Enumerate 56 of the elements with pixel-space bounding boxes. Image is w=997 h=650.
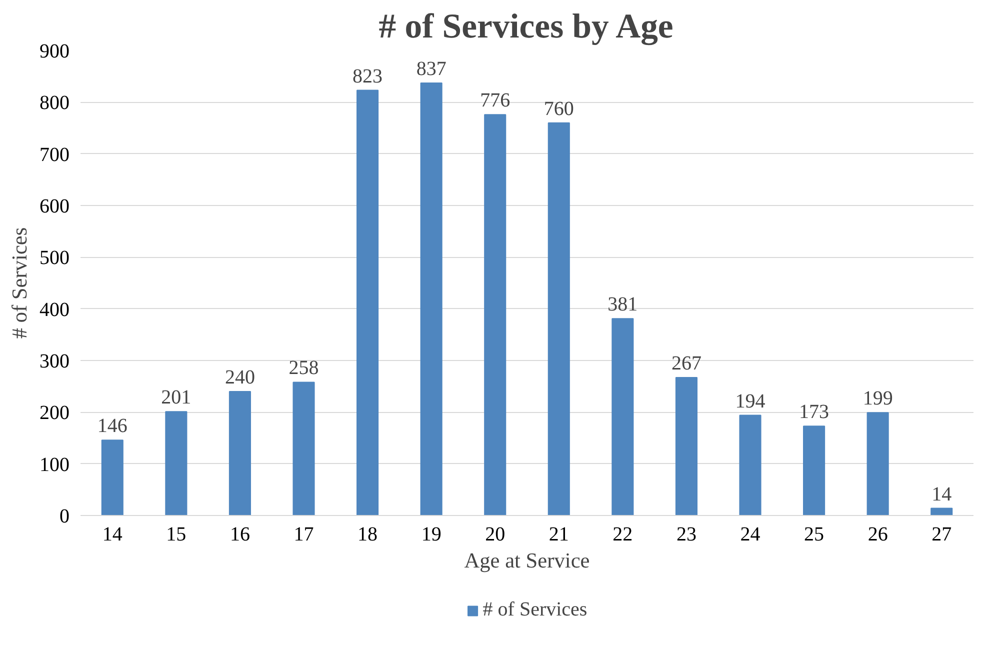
bar [803, 426, 826, 516]
y-tick-label: 500 [40, 247, 70, 270]
x-tick-label: 21 [548, 524, 569, 546]
bar [101, 440, 124, 516]
chart-title: # of Services by Age [378, 8, 674, 46]
data-label: 823 [352, 65, 383, 88]
x-tick-label: 27 [932, 524, 952, 546]
data-label: 146 [97, 415, 128, 438]
bar [612, 318, 634, 516]
x-tick-label: 18 [358, 524, 378, 546]
data-label: 837 [416, 58, 446, 80]
x-tick-label: 16 [230, 524, 250, 546]
bar [548, 122, 570, 516]
bar [420, 82, 442, 516]
bar [292, 382, 315, 516]
y-tick-label: 400 [40, 298, 70, 321]
data-label: 267 [671, 352, 702, 375]
y-tick-label: 100 [40, 454, 70, 476]
x-tick-label: 24 [740, 524, 760, 546]
data-label: 173 [799, 401, 830, 424]
data-label: 194 [735, 390, 766, 412]
bar [866, 412, 889, 516]
legend-label: # of Services [482, 598, 588, 622]
data-label: 201 [161, 386, 192, 409]
y-tick-label: 900 [40, 40, 70, 62]
bar [739, 414, 762, 516]
bar [930, 508, 953, 516]
x-axis-title: Age at Service [464, 548, 590, 572]
bar [165, 411, 188, 516]
bar [356, 90, 379, 516]
y-tick-label: 800 [40, 92, 70, 114]
x-tick-label: 14 [102, 524, 122, 546]
x-tick-label: 19 [421, 524, 442, 546]
bar [484, 114, 506, 516]
y-tick-label: 0 [60, 506, 70, 528]
bar [228, 391, 251, 516]
data-label: 240 [224, 366, 255, 388]
x-tick-label: 23 [676, 524, 696, 546]
bar [675, 377, 698, 516]
y-tick-label: 200 [40, 402, 70, 424]
data-label: 760 [544, 98, 574, 120]
y-axis-title: # of Services [8, 227, 32, 339]
x-tick-label: 15 [166, 524, 186, 546]
y-tick-label: 700 [40, 144, 70, 166]
x-tick-label: 25 [804, 524, 824, 546]
y-tick-label: 300 [40, 350, 70, 372]
y-tick-label: 600 [40, 196, 70, 218]
data-label: 199 [862, 388, 893, 410]
data-label: 258 [288, 357, 319, 380]
x-tick-label: 22 [612, 524, 633, 546]
data-label: 14 [932, 483, 952, 506]
x-tick-label: 17 [294, 524, 314, 546]
data-label: 776 [480, 90, 510, 112]
x-tick-label: 26 [868, 524, 888, 546]
x-tick-label: 20 [485, 524, 506, 546]
data-label: 381 [608, 294, 638, 316]
